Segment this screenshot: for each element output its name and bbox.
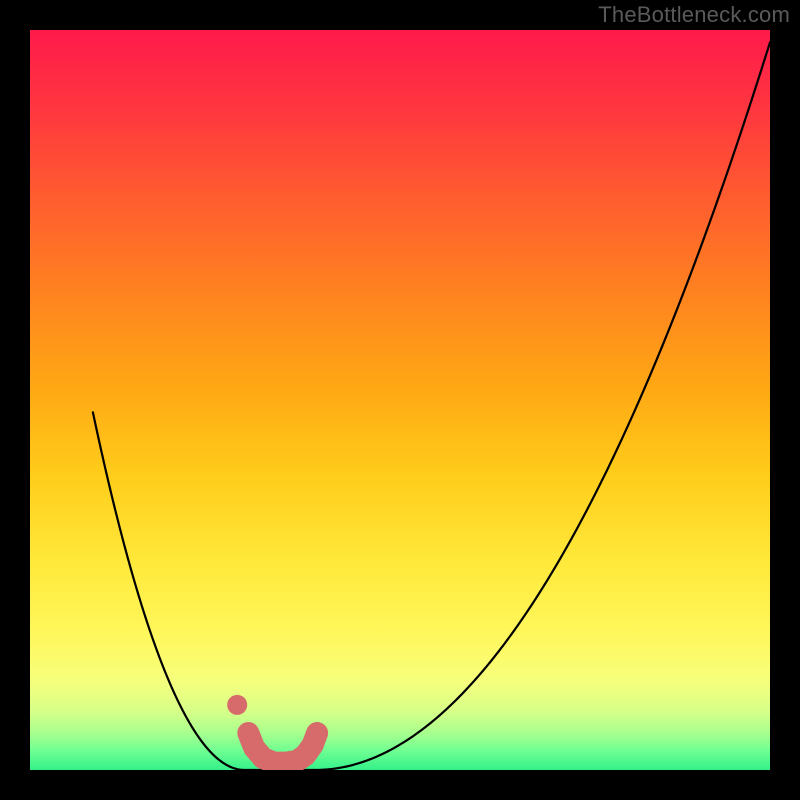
- curve-left: [93, 412, 289, 770]
- markers-bar: [248, 733, 317, 763]
- watermark-text: TheBottleneck.com: [598, 2, 790, 28]
- curve-layer: [30, 30, 770, 770]
- curve-right: [293, 42, 770, 770]
- chart-root: TheBottleneck.com: [0, 0, 800, 800]
- plot-area: [30, 30, 770, 770]
- marker-dot: [227, 695, 247, 715]
